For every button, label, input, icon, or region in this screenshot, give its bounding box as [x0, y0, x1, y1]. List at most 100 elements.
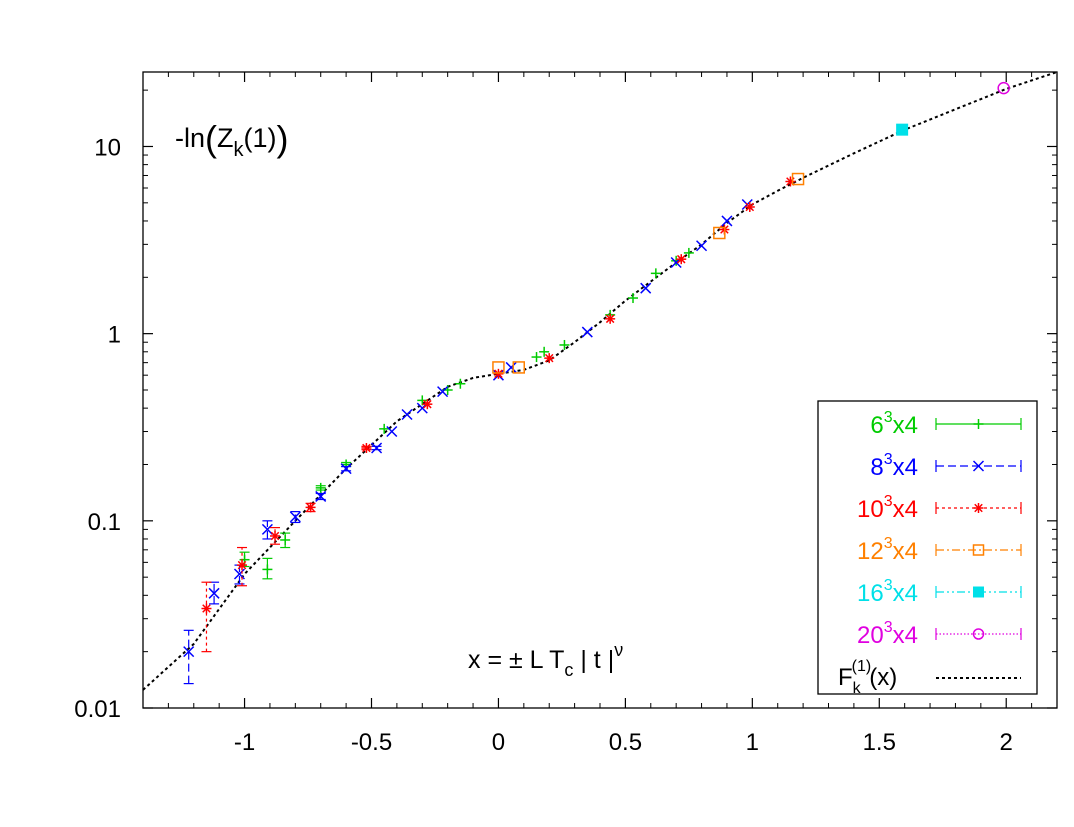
marker-cross-b [261, 523, 273, 535]
legend-entry-8x4: 83x4 [870, 451, 1022, 481]
marker-square [512, 361, 526, 374]
data-point [208, 581, 220, 605]
legend-entry-16x4: 163x4 [857, 577, 1022, 607]
fit-curve [142, 71, 1058, 691]
legend-label: 103x4 [857, 493, 918, 523]
data-point [581, 326, 593, 338]
marker-cross-b [437, 386, 449, 398]
marker-star-b [544, 353, 554, 363]
marker-cross-b [505, 361, 517, 373]
legend-label: 203x4 [857, 619, 918, 649]
legend-entry-10x4: 103x4 [857, 493, 1022, 523]
data-point [676, 254, 687, 265]
data-point [512, 361, 526, 374]
data-point [262, 557, 273, 580]
x-tick-label: 1 [746, 729, 759, 756]
legend-entry-6x4: 63x4 [870, 409, 1022, 439]
marker-star-b [605, 314, 615, 324]
data-point [559, 339, 570, 350]
data-point [371, 442, 383, 454]
x-tick-label: 0.5 [609, 729, 642, 756]
marker-star-b [270, 531, 280, 541]
data-point [305, 502, 316, 513]
legend-entry-fit: Fk(1)(x) [838, 658, 1021, 697]
marker-star-b [306, 503, 315, 512]
marker-star-b [362, 443, 371, 453]
data-point [386, 425, 398, 438]
marker-square [972, 544, 985, 556]
data-point [997, 81, 1010, 95]
y-tick-label: 0.01 [74, 696, 121, 723]
series-12x4 [492, 172, 805, 374]
data-point [417, 395, 428, 406]
y-tick-label: 0.1 [88, 509, 121, 536]
data-point [261, 520, 273, 540]
data-points-layer [183, 81, 1010, 685]
x-tick-label: -0.5 [351, 729, 392, 756]
y-tick-label: 10 [94, 134, 121, 161]
marker-cross-b [289, 511, 301, 523]
data-point [492, 361, 505, 374]
data-point [455, 378, 466, 389]
legend-entry-12x4: 123x4 [857, 535, 1022, 565]
marker-cross-b [208, 587, 220, 599]
marker-cross-b [972, 460, 985, 472]
marker-cross-b [315, 490, 327, 502]
data-point [280, 532, 291, 549]
data-point [696, 240, 708, 252]
marker-star-b [237, 560, 247, 570]
marker-star-b [423, 399, 432, 409]
data-point [544, 353, 555, 364]
data-point [628, 293, 639, 304]
fit-curve-layer [142, 71, 1058, 691]
data-point [289, 511, 301, 524]
y-axis-label: -ln(Zk(1)) [175, 118, 289, 161]
marker-cross-b [640, 282, 652, 294]
data-point [650, 268, 661, 279]
marker-star-b [745, 202, 755, 212]
data-point [505, 361, 517, 373]
data-point [791, 172, 805, 186]
y-tick-label: 1 [108, 322, 121, 349]
legend-label-fit: Fk(1)(x) [838, 658, 897, 697]
data-point [493, 368, 504, 379]
marker-square [791, 172, 805, 186]
marker-cross-b [386, 425, 398, 438]
series-6x4 [239, 247, 694, 580]
data-point [605, 313, 616, 324]
marker-cross-b [183, 646, 195, 658]
marker-filled-square [896, 123, 909, 136]
marker-circle [972, 628, 985, 640]
series-16x4 [896, 123, 909, 136]
data-point [270, 527, 281, 545]
data-point [315, 490, 327, 502]
data-point [896, 123, 909, 136]
data-point [437, 386, 449, 398]
legend-label: 83x4 [870, 451, 918, 481]
legend-entries: 63x4 83x4 103x4 123x4 163x4 203x4 [857, 409, 1022, 649]
legend-label: 123x4 [857, 535, 918, 565]
data-point [721, 215, 733, 227]
x-tick-label: 2 [1000, 729, 1013, 756]
legend-entry-20x4: 203x4 [857, 619, 1022, 649]
data-point [340, 463, 352, 475]
marker-circle [997, 81, 1010, 95]
axis-ticks: -1 -0.5 0 0.5 1 1.5 2 0.01 0.1 1 10 [74, 72, 1057, 756]
data-point [361, 442, 372, 453]
x-tick-label: 0 [492, 729, 505, 756]
marker-filled-square [973, 586, 984, 598]
data-point [237, 546, 248, 587]
data-point [183, 629, 195, 685]
marker-star-b [676, 254, 686, 264]
legend: 63x4 83x4 103x4 123x4 163x4 203x4 Fk(1)(x) [817, 400, 1038, 697]
data-point [683, 247, 694, 258]
marker-cross-b [581, 326, 593, 338]
data-point [422, 399, 433, 410]
data-point [401, 408, 413, 421]
marker-cross-b [233, 568, 246, 580]
marker-star-b [202, 604, 211, 613]
marker-cross-b [401, 408, 413, 421]
data-point [744, 201, 755, 212]
marker-square [713, 226, 726, 240]
